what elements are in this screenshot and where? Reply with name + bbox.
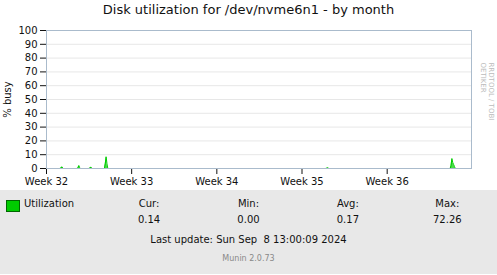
svg-text:100: 100 (18, 25, 37, 36)
html-text:Disk utilization for /dev/nvme: Disk utilization for /dev/nvme6n1 - by m… (102, 2, 395, 17)
html-text:0.00: 0.00 (237, 214, 260, 225)
html-text:Min:: Min: (237, 198, 260, 209)
svg-text:40: 40 (25, 108, 38, 119)
svg-text:50: 50 (25, 94, 38, 105)
svg-text:Week 34: Week 34 (195, 176, 238, 187)
svg-text:0: 0 (31, 163, 37, 174)
svg-text:Week 33: Week 33 (110, 176, 153, 187)
html-text:Cur:: Cur: (138, 198, 160, 209)
html-text:Utilization: Utilization (24, 198, 75, 209)
svg-text:70: 70 (25, 66, 38, 77)
html-text:0.17: 0.17 (336, 214, 359, 225)
html-text:Avg:: Avg: (336, 198, 359, 209)
svg-text:Week 32: Week 32 (25, 176, 68, 187)
html-text:Munin 2.0.73: Munin 2.0.73 (222, 254, 275, 263)
html-text:RRDTOOL / TOBI OETIKER: RRDTOOL / TOBI OETIKER (479, 62, 495, 121)
html-text:Max:: Max: (435, 198, 460, 209)
html-text:Last update: Sun Sep 8 13:00:0: Last update: Sun Sep 8 13:00:09 2024 (150, 234, 347, 245)
html-text:72.26: 72.26 (433, 214, 462, 225)
svg-text:% busy: % busy (2, 81, 13, 118)
svg-text:60: 60 (25, 80, 38, 91)
svg-text:80: 80 (25, 52, 38, 63)
svg-text:10: 10 (25, 149, 38, 160)
svg-text:90: 90 (25, 39, 38, 50)
svg-text:Week 36: Week 36 (366, 176, 409, 187)
html-text:0.14: 0.14 (138, 214, 161, 225)
svg-text:20: 20 (25, 135, 38, 146)
svg-text:30: 30 (25, 121, 38, 132)
svg-text:Week 35: Week 35 (280, 176, 323, 187)
